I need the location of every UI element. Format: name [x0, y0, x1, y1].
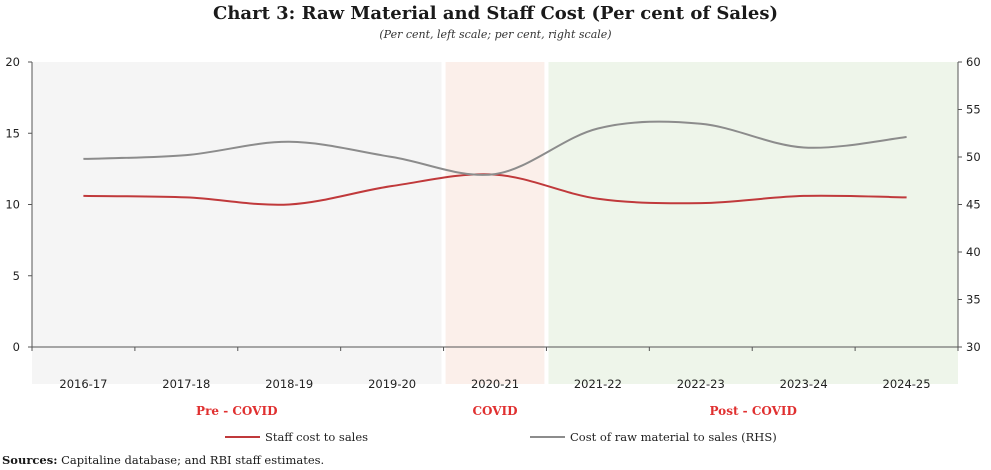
period-backgrounds — [32, 62, 958, 384]
sources-note: Sources: Capitaline database; and RBI st… — [2, 453, 324, 467]
right-tick-label: 55 — [966, 103, 981, 117]
axis-labels: Pre - COVID COVID Post - COVID 0 5 10 15 20 30 35… — [5, 55, 980, 418]
right-tick-label: 40 — [966, 245, 981, 259]
right-tick-label: 60 — [966, 55, 981, 69]
x-tick-label: 2024-25 — [883, 377, 931, 391]
period-band-2 — [548, 62, 958, 384]
x-tick-label: 2022-23 — [677, 377, 725, 391]
x-tick-label: 2023-24 — [780, 377, 828, 391]
period-label: Post - COVID — [709, 404, 796, 418]
x-tick-label: 2018-19 — [265, 377, 313, 391]
period-label: Pre - COVID — [196, 404, 277, 418]
left-tick-label: 5 — [13, 269, 20, 283]
right-tick-label: 50 — [966, 150, 981, 164]
sources-text: Capitaline database; and RBI staff estim… — [61, 453, 325, 467]
right-tick-label: 30 — [966, 340, 981, 354]
axes — [28, 61, 962, 351]
x-tick-label: 2017-18 — [162, 377, 210, 391]
legend-label-1: Cost of raw material to sales (RHS) — [570, 430, 777, 444]
x-tick-label: 2020-21 — [471, 377, 519, 391]
sources-label: Sources: — [2, 453, 58, 467]
period-label: COVID — [472, 404, 517, 418]
left-tick-label: 10 — [5, 198, 20, 212]
raw-material-line — [83, 120, 907, 176]
legend-label-0: Staff cost to sales — [265, 430, 368, 444]
chart-svg: Pre - COVID COVID Post - COVID 0 5 10 15 20 30 35… — [5, 55, 980, 444]
period-band-1 — [445, 62, 545, 384]
left-tick-label: 15 — [5, 126, 20, 140]
right-tick-label: 45 — [966, 198, 981, 212]
left-tick-label: 0 — [13, 340, 20, 354]
x-tick-label: 2019-20 — [368, 377, 416, 391]
series-lines — [83, 120, 907, 206]
legend: Staff cost to sales Cost of raw material … — [225, 430, 777, 444]
right-tick-label: 35 — [966, 293, 981, 307]
period-band-0 — [32, 62, 442, 384]
chart-subtitle: (Per cent, left scale; per cent, right s… — [379, 28, 612, 41]
left-tick-label: 20 — [5, 55, 20, 69]
chart-title: Chart 3: Raw Material and Staff Cost (Pe… — [213, 3, 778, 24]
x-tick-label: 2016-17 — [59, 377, 107, 391]
x-tick-label: 2021-22 — [574, 377, 622, 391]
